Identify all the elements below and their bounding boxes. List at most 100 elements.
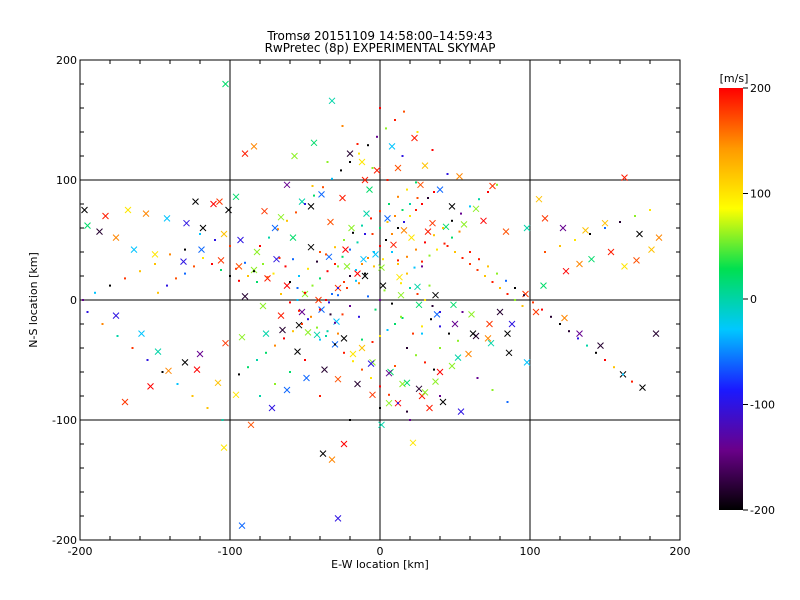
data-point-dot <box>412 332 414 335</box>
data-point-cross <box>268 404 276 412</box>
data-point-cross <box>321 366 328 373</box>
data-point-dot <box>319 395 321 397</box>
data-point-cross <box>238 522 246 529</box>
data-point-cross <box>232 193 240 201</box>
data-point-cross <box>408 234 415 241</box>
data-point-dot <box>413 266 416 269</box>
data-point-dot <box>446 173 449 175</box>
data-point-cross <box>432 291 439 299</box>
data-point-dot <box>484 275 486 277</box>
data-point-dot <box>521 305 524 307</box>
data-point-dot <box>559 245 561 247</box>
data-point-dot <box>430 318 432 321</box>
data-point-cross <box>633 257 640 264</box>
data-point-dot <box>431 305 434 307</box>
data-point-cross <box>417 181 424 189</box>
data-point-dot <box>421 203 423 205</box>
data-point-dot <box>278 257 281 259</box>
data-point-cross <box>486 320 493 328</box>
data-point-cross <box>289 234 297 241</box>
data-point-cross <box>304 329 312 336</box>
data-point-cross <box>436 186 444 193</box>
data-point-cross <box>318 191 325 198</box>
data-point-dot <box>319 277 321 280</box>
data-point-cross <box>561 314 568 322</box>
data-point-dot <box>325 299 327 301</box>
data-point-dot <box>416 197 419 199</box>
data-point-dot <box>376 135 378 138</box>
data-point-dot <box>319 251 321 253</box>
data-point-dot <box>487 265 489 268</box>
data-point-dot <box>328 301 330 304</box>
data-point-dot <box>274 344 276 347</box>
data-point-dot <box>296 299 299 301</box>
data-point-cross <box>84 222 91 229</box>
data-point-dot <box>401 209 404 211</box>
data-point-cross <box>310 139 318 147</box>
data-point-dot <box>386 179 389 181</box>
data-point-cross <box>241 293 249 300</box>
data-point-cross <box>540 282 547 289</box>
data-point-dot <box>514 287 516 289</box>
data-point-dot <box>319 338 321 341</box>
y-tick-label: 0 <box>70 294 77 307</box>
data-point-cross <box>334 515 342 522</box>
data-point-dot <box>286 219 288 222</box>
data-point-dot <box>341 255 344 258</box>
colorbar-tick-label: -200 <box>750 504 775 517</box>
data-point-dot <box>199 233 201 235</box>
data-point-dot <box>307 318 309 321</box>
data-point-dot <box>361 263 363 265</box>
data-point-cross <box>222 80 229 88</box>
data-point-dot <box>364 233 366 235</box>
data-point-dot <box>604 227 606 229</box>
data-point-dot <box>379 210 381 213</box>
data-point-dot <box>433 191 435 193</box>
data-point-dot <box>229 275 231 277</box>
data-point-dot <box>451 219 453 222</box>
data-point-dot <box>349 248 351 251</box>
data-point-dot <box>373 265 375 268</box>
colorbar-gradient <box>719 88 743 510</box>
colorbar: [m/s] 200 100 0 -100 -200 <box>719 72 775 517</box>
data-point-cross <box>154 348 162 355</box>
data-point-dot <box>649 209 651 211</box>
data-point-cross <box>448 203 456 210</box>
data-point-dot <box>356 241 359 244</box>
x-tick-label: 0 <box>377 545 384 558</box>
data-point-cross <box>489 182 496 190</box>
data-point-cross <box>348 224 355 232</box>
data-point-dot <box>559 323 561 325</box>
y-tick-label: 200 <box>56 54 77 67</box>
data-point-cross <box>460 221 468 228</box>
data-point-dot <box>361 224 363 227</box>
data-point-cross <box>385 369 393 377</box>
data-point-dot <box>394 119 396 121</box>
data-point-cross <box>217 257 225 264</box>
data-point-cross <box>327 218 334 226</box>
data-point-cross <box>468 311 475 318</box>
data-point-dot <box>461 257 464 259</box>
data-point-dot <box>631 380 633 383</box>
data-point-dot <box>421 260 423 263</box>
data-point-cross <box>328 97 336 105</box>
data-point-dot <box>409 287 411 289</box>
data-point-dot <box>298 309 300 312</box>
data-point-cross <box>388 143 396 150</box>
data-point-cross <box>484 335 492 342</box>
data-point-cross <box>403 379 411 387</box>
data-point-cross <box>165 367 172 375</box>
data-point-dot <box>358 315 360 318</box>
data-point-dot <box>379 385 381 388</box>
data-point-dot <box>428 254 431 257</box>
data-point-dot <box>304 359 306 361</box>
data-point-dot <box>211 263 213 265</box>
data-point-cross <box>328 456 336 463</box>
data-point-dot <box>421 265 423 268</box>
data-point-cross <box>639 384 646 391</box>
data-point-cross <box>307 243 315 251</box>
data-point-dot <box>296 287 299 289</box>
data-point-cross <box>508 320 516 328</box>
data-point-dot <box>400 315 402 318</box>
data-point-dot <box>349 305 351 307</box>
